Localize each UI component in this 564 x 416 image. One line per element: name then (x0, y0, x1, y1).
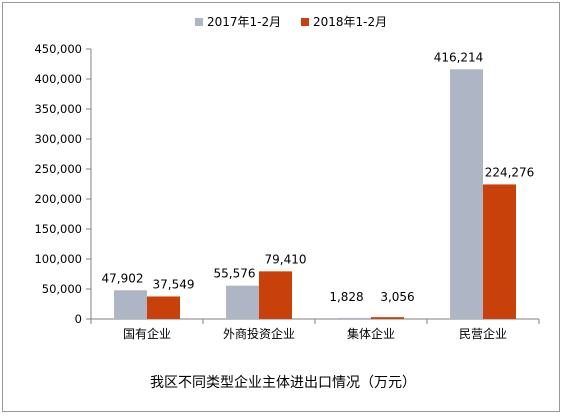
bar (114, 290, 147, 319)
y-tick-label: 200,000 (34, 192, 82, 206)
x-axis: 国有企业 外商投资企业 集体企业 民营企业 (90, 318, 540, 341)
bar (147, 296, 180, 319)
bar (483, 184, 516, 319)
y-axis: 0 50,000 100,000 150,000 200,000 250,000 300,0… (34, 42, 92, 326)
legend-label: 2017年1-2月 (207, 15, 281, 29)
x-tick-label: 民营企业 (459, 326, 507, 341)
bar (371, 317, 404, 319)
y-tick-label: 100,000 (34, 252, 82, 266)
bar (338, 317, 371, 319)
legend-swatch (301, 18, 309, 26)
data-label: 55,576 (214, 267, 256, 281)
y-tick-label: 350,000 (34, 102, 82, 116)
chart-frame: 2017年1-2月 2018年1-2月 0 50,000 100,000 150,000… (2, 2, 560, 412)
bar (259, 271, 292, 319)
bars (114, 69, 516, 319)
y-tick-label: 150,000 (34, 222, 82, 236)
data-label: 37,549 (153, 277, 195, 291)
legend-label: 2018年1-2月 (313, 15, 387, 29)
x-tick-label: 外商投资企业 (223, 326, 295, 341)
data-label: 79,410 (265, 252, 307, 266)
data-labels: 47,902 55,576 1,828 416,214 37,549 79,410 3,05… (102, 50, 535, 304)
data-label: 3,056 (380, 290, 414, 304)
chart-title: 我区不同类型企业主体进出口情况（万元） (150, 374, 416, 391)
bar (226, 285, 259, 319)
legend-swatch (195, 18, 203, 26)
legend: 2017年1-2月 2018年1-2月 (195, 15, 387, 29)
data-label: 224,276 (485, 165, 535, 179)
y-tick-label: 400,000 (34, 72, 82, 86)
y-tick-label: 250,000 (34, 162, 82, 176)
bar-chart: 2017年1-2月 2018年1-2月 0 50,000 100,000 150,000… (34, 15, 540, 391)
data-label: 47,902 (102, 271, 144, 285)
y-tick-label: 300,000 (34, 132, 82, 146)
y-tick-label: 0 (75, 312, 82, 326)
x-tick-label: 国有企业 (123, 326, 171, 341)
data-label: 1,828 (329, 290, 363, 304)
data-label: 416,214 (434, 50, 484, 64)
x-tick-label: 集体企业 (347, 326, 395, 341)
bar (450, 69, 483, 319)
y-tick-label: 450,000 (34, 42, 82, 56)
y-tick-label: 50,000 (42, 282, 82, 296)
